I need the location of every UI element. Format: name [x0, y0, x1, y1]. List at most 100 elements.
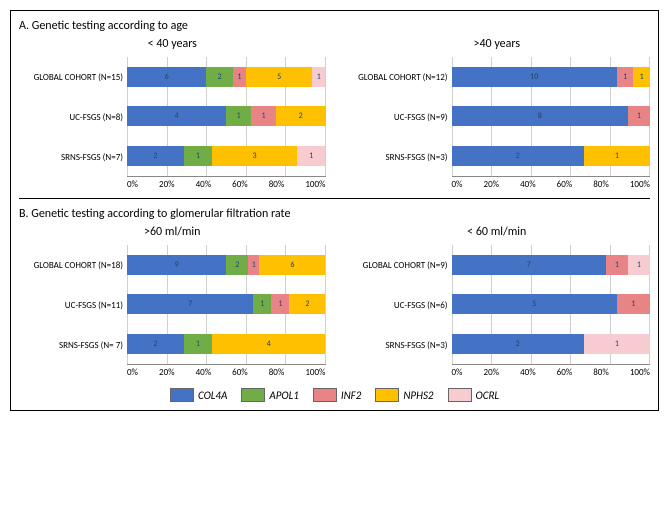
bar-segment: 2 [452, 146, 584, 166]
bar-segment: 1 [628, 255, 650, 275]
x-tick: 60% [557, 179, 573, 190]
x-tick: 100% [305, 179, 325, 190]
bar-segment: 1 [617, 67, 634, 87]
bar-segment: 3 [212, 146, 297, 166]
x-tick: 40% [520, 367, 536, 378]
legend-item: NPHS2 [375, 388, 433, 402]
legend-item: APOL1 [241, 388, 298, 402]
bar-segment: 2 [452, 334, 584, 354]
bar-segment: 9 [127, 255, 226, 275]
legend-label: OCRL [476, 389, 500, 402]
panel-title: >40 years [344, 37, 651, 51]
stacked-bar: 711 [452, 255, 651, 275]
stacked-bar: 9216 [127, 255, 326, 275]
section-divider [19, 198, 650, 199]
bar-segment: 1 [184, 146, 212, 166]
x-tick: 40% [196, 367, 212, 378]
bar-segment: 2 [127, 334, 184, 354]
chart-panel: >40 years GLOBAL COHORT (N=12) UC-FSGS (N=… [344, 37, 651, 190]
bar-segment: 4 [127, 106, 226, 126]
bar-segment: 1 [606, 255, 628, 275]
row-label: SRNS-FSGS (N=3) [344, 152, 448, 163]
stacked-bar: 214 [127, 334, 326, 354]
legend-swatch [448, 388, 472, 402]
row-label: UC-FSGS (N=8) [19, 112, 123, 123]
stacked-bar: 1011 [452, 67, 651, 87]
legend-item: OCRL [448, 388, 500, 402]
row-label: UC-FSGS (N=11) [19, 300, 123, 311]
x-tick: 60% [557, 367, 573, 378]
x-tick: 60% [232, 179, 248, 190]
x-tick: 0% [127, 367, 138, 378]
x-tick: 80% [593, 179, 609, 190]
row-label: GLOBAL COHORT (N=12) [344, 72, 448, 83]
legend-swatch [170, 388, 194, 402]
bar-segment: 4 [212, 334, 325, 354]
bar-segment: 1 [184, 334, 212, 354]
bar-segment: 5 [452, 294, 617, 314]
x-tick: 20% [159, 367, 175, 378]
stacked-bar: 62151 [127, 67, 326, 87]
x-tick: 0% [127, 179, 138, 190]
stacked-bar: 21 [452, 334, 651, 354]
x-tick: 100% [305, 367, 325, 378]
stacked-bar: 7112 [127, 294, 326, 314]
row-label: UC-FSGS (N=9) [344, 112, 448, 123]
legend-swatch [313, 388, 337, 402]
bar-segment: 2 [206, 67, 232, 87]
bar-segment: 2 [289, 294, 325, 314]
x-tick: 100% [630, 179, 650, 190]
panel-title: >60 ml/min [19, 225, 326, 239]
panel-title: < 60 ml/min [344, 225, 651, 239]
x-tick: 60% [232, 367, 248, 378]
bar-segment: 1 [233, 67, 246, 87]
legend-swatch [241, 388, 265, 402]
bar-segment: 6 [259, 255, 325, 275]
x-tick: 0% [452, 179, 463, 190]
figure-container: A. Genetic testing according to age < 40 … [10, 10, 659, 411]
legend-label: APOL1 [269, 389, 298, 402]
x-tick: 80% [269, 179, 285, 190]
bar-segment: 2 [127, 146, 184, 166]
stacked-bar: 4112 [127, 106, 326, 126]
stacked-bar: 2131 [127, 146, 326, 166]
bar-segment: 6 [127, 67, 206, 87]
x-tick: 40% [196, 179, 212, 190]
stacked-bar: 51 [452, 294, 651, 314]
x-tick: 80% [269, 367, 285, 378]
row-label: SRNS-FSGS (N= 7) [19, 340, 123, 351]
legend: COL4A APOL1 INF2 NPHS2 OCRL [19, 388, 650, 402]
bar-segment: 1 [312, 67, 325, 87]
section-title: A. Genetic testing according to age [19, 19, 650, 33]
section-title: B. Genetic testing according to glomerul… [19, 207, 650, 221]
x-tick: 20% [484, 367, 500, 378]
legend-swatch [375, 388, 399, 402]
row-label: UC-FSGS (N=6) [344, 300, 448, 311]
x-tick: 40% [520, 179, 536, 190]
bar-segment: 1 [628, 106, 650, 126]
row-label: GLOBAL COHORT (N=9) [344, 260, 448, 271]
bar-segment: 8 [452, 106, 628, 126]
x-tick: 80% [593, 367, 609, 378]
bar-segment: 1 [617, 294, 650, 314]
bar-segment: 1 [633, 67, 650, 87]
legend-label: INF2 [341, 389, 362, 402]
x-tick: 0% [452, 367, 463, 378]
row-label: SRNS-FSGS (N=7) [19, 152, 123, 163]
x-tick: 20% [484, 179, 500, 190]
x-tick: 20% [159, 179, 175, 190]
stacked-bar: 21 [452, 146, 651, 166]
legend-label: NPHS2 [403, 389, 433, 402]
chart-panel: < 60 ml/min GLOBAL COHORT (N=9) UC-FSGS (N… [344, 225, 651, 378]
bar-segment: 1 [253, 294, 271, 314]
stacked-bar: 81 [452, 106, 651, 126]
chart-panel: >60 ml/minGLOBAL COHORT (N=18)UC-FSGS (N… [19, 225, 326, 378]
chart-panel: < 40 yearsGLOBAL COHORT (N=15)UC-FSGS (N… [19, 37, 326, 190]
legend-item: COL4A [170, 388, 227, 402]
bar-segment: 2 [276, 106, 326, 126]
panel-title: < 40 years [19, 37, 326, 51]
legend-label: COL4A [198, 389, 227, 402]
x-tick: 100% [630, 367, 650, 378]
row-label: SRNS-FSGS (N=3) [344, 340, 448, 351]
bar-segment: 2 [226, 255, 248, 275]
